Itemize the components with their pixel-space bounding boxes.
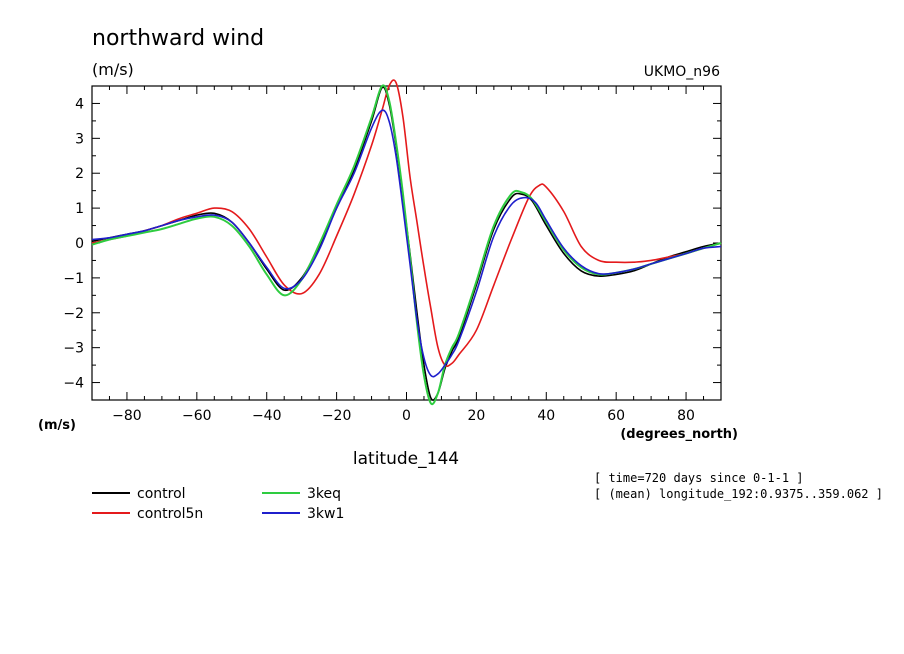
- series-line-control: [91, 86, 722, 401]
- y-tick-label: −1: [63, 271, 84, 287]
- legend-label-3kw1: 3kw1: [307, 506, 344, 522]
- x-tick-label: −20: [322, 408, 352, 424]
- y-tick-label: −2: [63, 306, 84, 322]
- x-tick-label: 80: [677, 408, 695, 424]
- model-name: UKMO_n96: [644, 64, 720, 80]
- y-axis-label: (m/s): [38, 418, 76, 433]
- y-tick-label: 0: [75, 236, 84, 252]
- x-tick-label: −80: [112, 408, 142, 424]
- y-tick-label: 1: [75, 201, 84, 217]
- y-tick-label: 2: [75, 166, 84, 182]
- x-tick-label: −60: [182, 408, 212, 424]
- y-tick-label: 4: [75, 96, 84, 112]
- series-lines: [91, 79, 722, 406]
- chart-title: northward wind: [92, 26, 264, 51]
- series-line-3kw1: [91, 109, 722, 378]
- legend-label-control5n: control5n: [137, 506, 203, 522]
- axis-tick-labels: −80 −60 −40 −20 0 20 40 60 80 −4 −3 −2 −1 0 1 2 3 4: [63, 96, 695, 424]
- legend: control control5n 3keq 3kw1: [92, 486, 344, 522]
- x-tick-label: −40: [252, 408, 282, 424]
- series-line-3keq: [91, 84, 722, 406]
- axis-ticks: [91, 85, 722, 401]
- time-info: [ time=720 days since 0-1-1 ]: [594, 471, 804, 485]
- legend-label-control: control: [137, 486, 186, 502]
- y-tick-label: −4: [63, 376, 84, 392]
- mean-info: [ (mean) longitude_192:0.9375..359.062 ]: [594, 487, 883, 501]
- x-tick-label: 0: [402, 408, 411, 424]
- legend-label-3keq: 3keq: [307, 486, 341, 502]
- x-axis-units: (degrees_north): [620, 427, 738, 442]
- y-tick-label: −3: [63, 341, 84, 357]
- x-tick-label: 40: [537, 408, 555, 424]
- chart-units: (m/s): [92, 60, 134, 79]
- x-tick-label: 20: [467, 408, 485, 424]
- x-tick-label: 60: [607, 408, 625, 424]
- x-axis-label: latitude_144: [353, 449, 459, 469]
- series-line-control5n: [91, 79, 722, 367]
- y-tick-label: 3: [75, 131, 84, 147]
- plot-frame: [91, 85, 722, 401]
